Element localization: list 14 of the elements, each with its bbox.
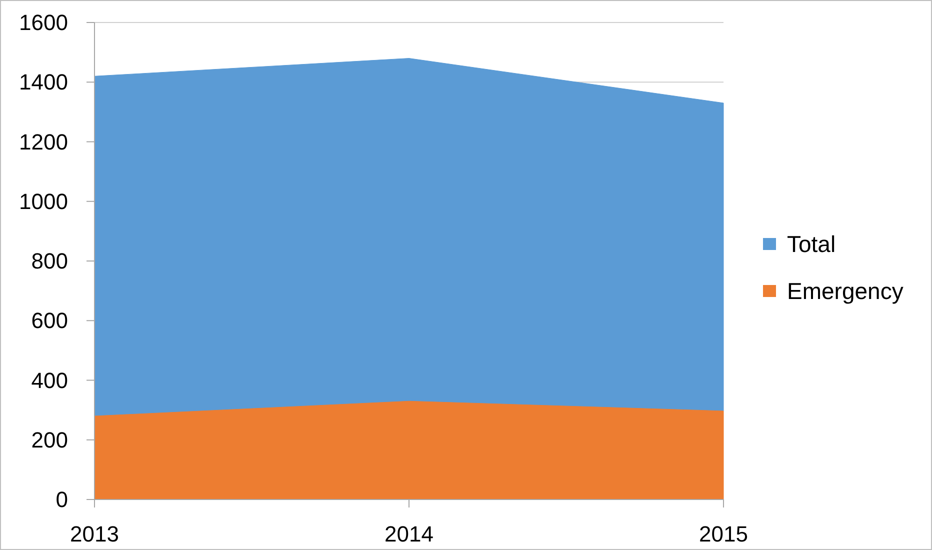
- y-tick-label: 800: [31, 248, 68, 274]
- y-tick-label: 200: [31, 427, 68, 452]
- x-tick-label: 2014: [384, 522, 434, 546]
- legend-label: Emergency: [787, 278, 904, 304]
- x-tick-label: 2015: [699, 522, 748, 546]
- y-tick-label: 400: [31, 368, 68, 393]
- y-tick-label: 1000: [19, 188, 68, 214]
- y-tick-label: 600: [31, 308, 68, 334]
- y-tick-label: 0: [56, 487, 68, 512]
- y-tick-label: 1200: [19, 129, 68, 154]
- y-tick-label: 1400: [19, 70, 68, 95]
- y-tick-label: 1600: [19, 10, 68, 35]
- legend-label: Total: [787, 231, 836, 257]
- x-tick-label: 2013: [70, 522, 119, 546]
